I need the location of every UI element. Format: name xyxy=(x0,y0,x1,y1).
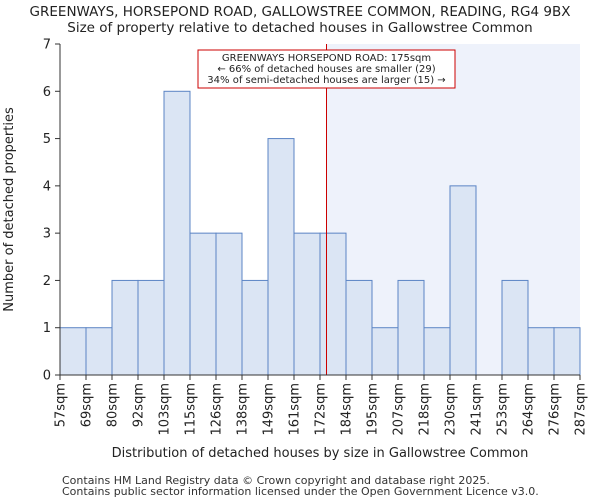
y-ticks-group: 0 1 2 3 4 5 6 7 xyxy=(43,38,60,384)
x-tick-label: 172sqm xyxy=(314,383,329,436)
bar xyxy=(553,327,581,376)
bar xyxy=(85,327,113,376)
x-tick-label: 241sqm xyxy=(470,383,485,436)
y-tick-label: 0 xyxy=(43,369,51,384)
bar xyxy=(527,327,555,376)
bar xyxy=(111,279,139,376)
x-tick-label: 195sqm xyxy=(366,383,381,436)
annotation-line-2: ← 66% of detached houses are smaller (29… xyxy=(217,64,435,75)
bar xyxy=(137,279,165,376)
bar xyxy=(215,232,243,376)
x-tick-label: 126sqm xyxy=(210,383,225,436)
y-tick-label: 5 xyxy=(43,132,51,147)
bar xyxy=(59,327,87,376)
footer-line-2: Contains public sector information licen… xyxy=(62,485,539,498)
x-tick-label: 92sqm xyxy=(132,383,147,427)
annotation-border xyxy=(197,49,456,89)
x-tick-label: 103sqm xyxy=(158,383,173,436)
y-tick-label: 2 xyxy=(43,274,51,289)
x-tick-label: 287sqm xyxy=(574,383,589,436)
bar xyxy=(371,327,399,376)
bar xyxy=(501,279,529,376)
y-tick-label: 4 xyxy=(43,179,51,194)
bar xyxy=(189,232,217,376)
x-tick-label: 138sqm xyxy=(236,383,251,436)
x-tick-label: 161sqm xyxy=(288,383,303,436)
x-tick-label: 230sqm xyxy=(444,383,459,436)
bar xyxy=(397,279,425,376)
x-tick-label: 207sqm xyxy=(392,383,407,436)
x-tick-label: 69sqm xyxy=(80,383,95,427)
annotation-line-1: GREENWAYS HORSEPOND ROAD: 175sqm xyxy=(222,53,431,64)
bar xyxy=(163,90,191,376)
x-tick-label: 149sqm xyxy=(262,383,277,436)
x-tick-label: 115sqm xyxy=(184,383,199,436)
x-tick-label: 276sqm xyxy=(548,383,563,436)
bar xyxy=(423,327,451,376)
x-tick-label: 253sqm xyxy=(496,383,511,436)
x-tick-label: 264sqm xyxy=(522,383,537,436)
y-tick-label: 7 xyxy=(43,38,51,53)
x-axis-label: Distribution of detached houses by size … xyxy=(112,446,529,461)
bar xyxy=(449,185,477,376)
chart-subtitle: Size of property relative to detached ho… xyxy=(67,20,533,36)
bar xyxy=(345,279,373,376)
y-tick-label: 6 xyxy=(43,85,51,100)
x-tick-label: 184sqm xyxy=(340,383,355,436)
footer-line-1: Contains HM Land Registry data © Crown c… xyxy=(62,474,490,487)
y-axis-label: Number of detached properties xyxy=(2,107,17,312)
bar xyxy=(241,279,269,376)
annotation-line-3: 34% of semi-detached houses are larger (… xyxy=(207,75,445,86)
bars-group xyxy=(59,90,581,376)
x-tick-label: 218sqm xyxy=(418,383,433,436)
x-ticks-group: 57sqm 69sqm 80sqm 92sqm 103sqm 115sqm 126sqm 13… xyxy=(54,375,589,436)
x-tick-label: 80sqm xyxy=(106,383,121,427)
bar xyxy=(293,232,321,376)
x-tick-label: 57sqm xyxy=(54,383,69,427)
annotation-box: GREENWAYS HORSEPOND ROAD: 175sqm ← 66% o… xyxy=(197,49,456,89)
bar xyxy=(267,138,295,376)
chart-title: GREENWAYS, HORSEPOND ROAD, GALLOWSTREE C… xyxy=(29,4,571,20)
bar xyxy=(319,232,347,376)
y-tick-label: 1 xyxy=(43,321,51,336)
y-tick-label: 3 xyxy=(43,227,51,242)
